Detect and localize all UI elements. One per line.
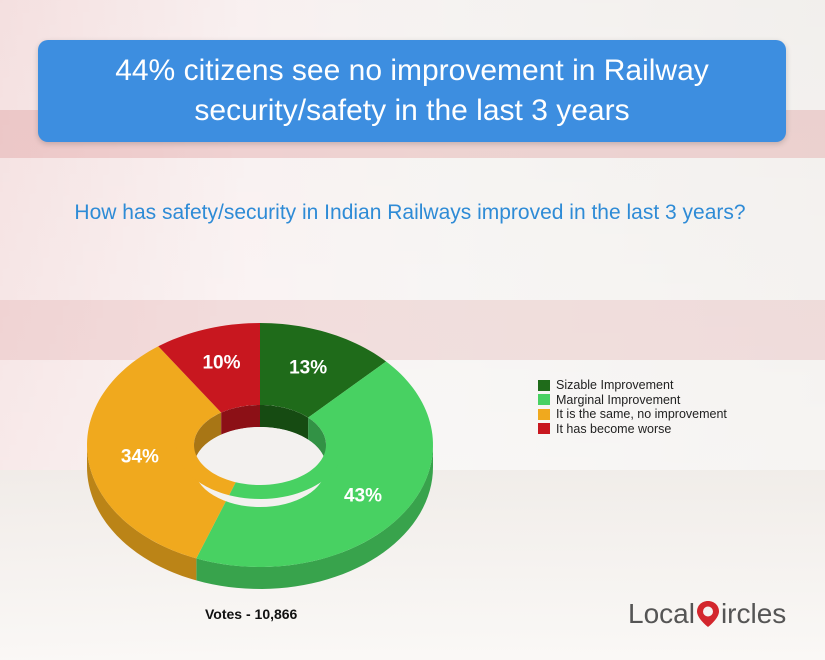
donut-slices (87, 323, 433, 567)
side-wall-2 (87, 445, 197, 581)
slice-label-3: 10% (202, 353, 240, 374)
legend-swatch (538, 394, 550, 406)
legend-swatch (538, 379, 550, 391)
headline-banner: 44% citizens see no improvement in Railw… (38, 40, 786, 142)
slice-label-1: 43% (344, 485, 382, 506)
donut-front-rim (176, 445, 344, 499)
legend-item: It is the same, no improvement (538, 407, 727, 422)
hole-wall-3-1 (221, 405, 260, 435)
hole-wall-1-0 (308, 417, 326, 467)
slice-label-0: 13% (289, 358, 327, 379)
front-rim-2 (176, 445, 236, 496)
headline-text: 44% citizens see no improvement in Railw… (115, 54, 709, 127)
background-train-stripe-lower (0, 300, 825, 360)
donut-hole-walls (194, 405, 326, 467)
votes-count: Votes - 10,866 (205, 606, 298, 622)
legend-item: It has become worse (538, 422, 727, 437)
legend-label: Marginal Improvement (556, 392, 681, 407)
slice-it-is-the-same-no-improvement (87, 346, 236, 559)
hole-wall-0-0 (260, 405, 309, 440)
legend-swatch (538, 423, 550, 435)
legend-label: It has become worse (556, 421, 672, 436)
legend-label: Sizable Improvement (556, 378, 674, 393)
localcircles-logo: Local ircles (628, 594, 786, 634)
slice-sizable-improvement (260, 323, 387, 418)
slice-marginal-improvement (196, 361, 433, 567)
slice-label-2: 34% (121, 447, 159, 468)
side-wall-1 (196, 445, 433, 589)
slice-labels: 13% 43% 34% 10% (121, 353, 382, 507)
legend-item: Marginal Improvement (538, 393, 727, 408)
hole-wall-2-1 (194, 412, 222, 467)
logo-text-local: Local (628, 598, 695, 629)
survey-question: How has safety/security in Indian Railwa… (74, 201, 746, 224)
legend-swatch (538, 408, 550, 420)
slice-it-has-become-worse (158, 323, 260, 413)
legend-label: It is the same, no improvement (556, 407, 727, 422)
legend-item: Sizable Improvement (538, 378, 727, 393)
front-rim-1 (229, 445, 344, 499)
chart-legend: Sizable Improvement Marginal Improvement I… (538, 378, 727, 436)
donut-side-walls (87, 445, 433, 589)
logo-pin-icon (696, 600, 720, 628)
logo-text-circles: ircles (720, 598, 787, 629)
